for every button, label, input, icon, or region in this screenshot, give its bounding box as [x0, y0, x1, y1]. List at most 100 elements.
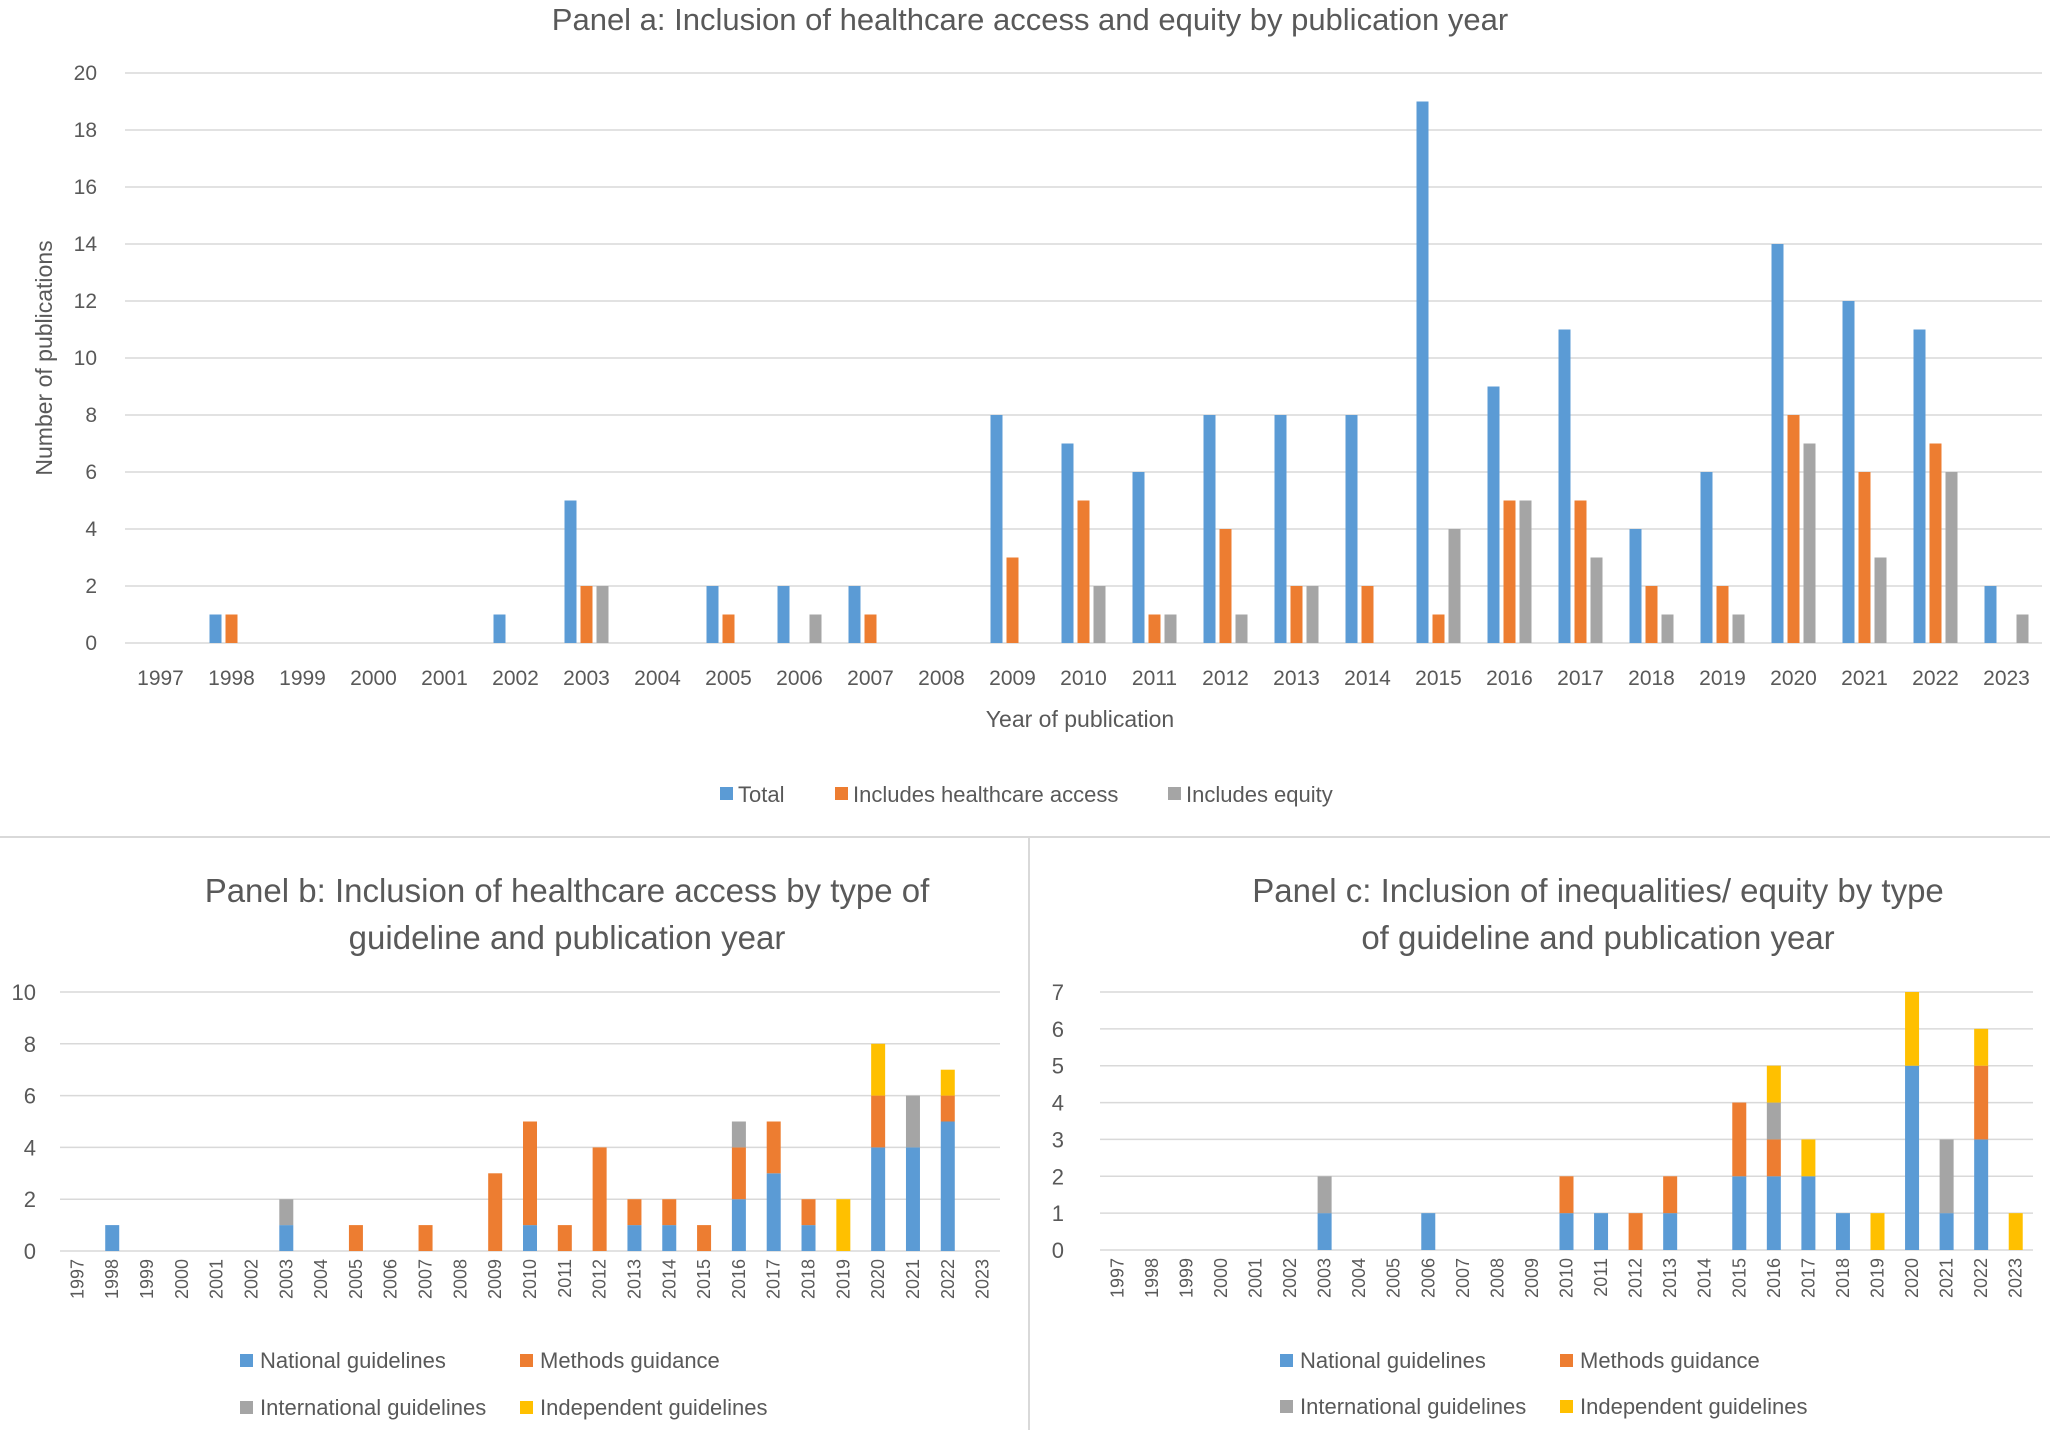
bar-total: [1984, 586, 1997, 643]
bar-total: [1416, 101, 1429, 643]
x-tick-label: 2021: [1937, 1258, 1957, 1298]
bar-total: [209, 614, 222, 643]
y-tick-label: 20: [74, 62, 97, 85]
x-tick-label: 2010: [1557, 1258, 1577, 1298]
x-tick-label: 2014: [659, 1259, 679, 1299]
y-tick-label: 6: [85, 461, 97, 484]
x-tick-label: 1999: [1176, 1258, 1196, 1298]
bar-access: [1006, 557, 1019, 643]
legend-swatch-access: [835, 787, 848, 800]
x-tick-label: 2002: [1280, 1258, 1300, 1298]
legend-label-national: National guidelines: [260, 1348, 446, 1373]
x-tick-label: 2016: [729, 1259, 749, 1299]
x-tick-label: 2000: [172, 1259, 192, 1299]
chart-title-line: Panel c: Inclusion of inequalities/ equi…: [1252, 872, 1944, 909]
x-tick-label: 1997: [137, 667, 184, 690]
x-tick-label: 2000: [350, 667, 397, 690]
bar-independent: [1870, 1213, 1885, 1250]
x-tick-label: 2009: [989, 667, 1036, 690]
x-axis-label: Year of publication: [986, 706, 1174, 732]
bar-national: [1559, 1213, 1574, 1250]
chart-panel-a: Panel a: Inclusion of healthcare access …: [31, 2, 2042, 807]
x-tick-label: 2011: [1591, 1258, 1611, 1297]
x-tick-label: 2003: [1315, 1258, 1335, 1298]
chart-panel-b: Panel b: Inclusion of healthcare access …: [12, 872, 1000, 1420]
x-tick-label: 2023: [973, 1259, 993, 1299]
bar-access: [1787, 415, 1800, 643]
y-tick-label: 14: [74, 233, 98, 256]
bar-national: [627, 1225, 642, 1251]
x-tick-label: 2006: [381, 1259, 401, 1299]
legend-swatch-national: [240, 1354, 253, 1367]
x-tick-label: 1999: [137, 1259, 157, 1299]
y-tick-label: 4: [1052, 1091, 1064, 1116]
y-tick-label: 7: [1052, 980, 1064, 1005]
x-tick-label: 2020: [868, 1259, 888, 1299]
bar-access: [1503, 500, 1516, 643]
x-tick-label: 2006: [1418, 1258, 1438, 1298]
bar-equity: [1164, 614, 1177, 643]
legend-label-methods: Methods guidance: [1580, 1348, 1760, 1373]
y-tick-label: 4: [85, 518, 97, 541]
x-tick-label: 2014: [1344, 667, 1391, 690]
bar-national: [1974, 1139, 1989, 1250]
bar-national: [1939, 1213, 1954, 1250]
bar-access: [864, 614, 877, 643]
bar-total: [1558, 329, 1571, 643]
y-tick-label: 0: [1052, 1238, 1064, 1263]
x-tick-label: 2008: [1487, 1258, 1507, 1298]
bar-methods: [871, 1095, 886, 1148]
x-tick-label: 2011: [555, 1259, 575, 1298]
bar-total: [1345, 415, 1358, 643]
x-tick-label: 2020: [1770, 667, 1817, 690]
bar-independent: [940, 1069, 955, 1096]
bar-equity: [596, 586, 609, 643]
x-tick-label: 2012: [590, 1259, 610, 1299]
y-tick-label: 18: [74, 119, 97, 142]
bar-national: [871, 1147, 886, 1251]
legend-swatch-independent: [1560, 1400, 1573, 1413]
bar-equity: [1732, 614, 1745, 643]
x-tick-label: 1997: [1107, 1258, 1127, 1298]
y-tick-label: 2: [1052, 1164, 1064, 1189]
x-tick-label: 1997: [67, 1259, 87, 1299]
bar-national: [1905, 1065, 1920, 1250]
bar-national: [1835, 1213, 1850, 1250]
chart-panel-c: Panel c: Inclusion of inequalities/ equi…: [1052, 872, 2033, 1419]
x-tick-label: 2001: [207, 1259, 227, 1299]
x-tick-label: 2000: [1211, 1258, 1231, 1298]
bar-national: [1317, 1213, 1332, 1250]
bar-total: [848, 586, 861, 643]
chart-title: Panel a: Inclusion of healthcare access …: [552, 2, 1508, 37]
bar-methods: [557, 1225, 572, 1251]
legend-swatch-equity: [1168, 787, 1181, 800]
bar-methods: [523, 1121, 537, 1226]
x-tick-label: 2015: [1729, 1258, 1749, 1298]
x-tick-label: 2003: [563, 667, 610, 690]
bar-methods: [1663, 1176, 1678, 1214]
legend-swatch-methods: [1560, 1354, 1573, 1367]
bar-independent: [1801, 1139, 1816, 1177]
bar-independent: [2008, 1213, 2023, 1250]
bar-methods: [766, 1121, 781, 1174]
bar-methods: [1628, 1213, 1643, 1250]
x-tick-label: 2018: [799, 1259, 819, 1299]
bar-access: [1432, 614, 1445, 643]
y-tick-label: 10: [12, 980, 36, 1005]
x-tick-label: 2004: [1349, 1258, 1369, 1298]
x-tick-label: 1998: [102, 1259, 122, 1299]
legend-swatch-total: [720, 787, 733, 800]
bar-international: [1939, 1139, 1954, 1214]
bar-total: [990, 415, 1003, 643]
bar-access: [1219, 529, 1232, 643]
bar-total: [1771, 244, 1784, 643]
bar-national: [1766, 1176, 1781, 1250]
bar-total: [777, 586, 790, 643]
x-tick-label: 2013: [1273, 667, 1320, 690]
bar-equity: [1235, 614, 1248, 643]
bar-national: [1421, 1213, 1436, 1250]
y-tick-label: 16: [74, 176, 97, 199]
x-tick-label: 1998: [208, 667, 255, 690]
x-tick-label: 2008: [918, 667, 965, 690]
x-tick-label: 2022: [938, 1259, 958, 1299]
